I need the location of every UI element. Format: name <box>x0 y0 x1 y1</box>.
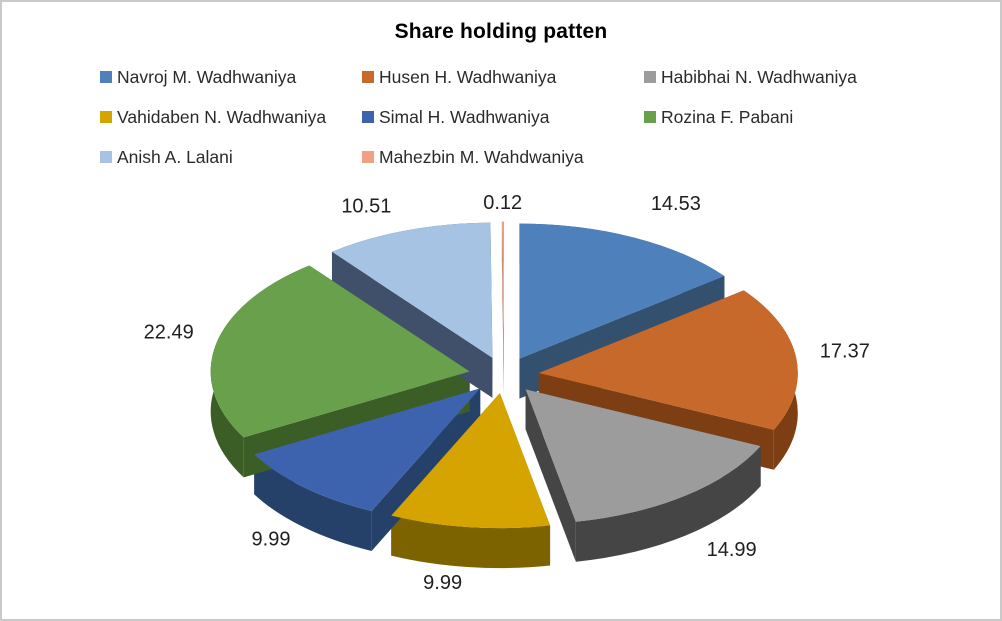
data-label-rozina-f-pabani: 22.49 <box>144 322 194 344</box>
legend-label: Navroj M. Wadhwaniya <box>117 66 297 87</box>
data-label-simal-h-wadhwaniya: 9.99 <box>252 528 291 550</box>
legend-item[interactable]: Anish A. Lalani <box>100 145 233 169</box>
pie-slice-rim-simal-h-wadhwaniya <box>254 454 372 551</box>
pie-tops-layer <box>210 221 798 529</box>
pie-slice-vahidaben-n-wadhwaniya[interactable] <box>391 393 551 529</box>
legend-swatch-icon <box>100 71 112 83</box>
legend-item[interactable]: Vahidaben N. Wadhwaniya <box>100 105 326 129</box>
pie-slice-side-habibhai-n-wadhwaniya <box>525 389 576 562</box>
data-label-husen-h-wadhwaniya: 17.37 <box>820 341 870 363</box>
pie-slice-rim-habibhai-n-wadhwaniya <box>575 446 761 562</box>
legend-swatch-icon <box>644 111 656 123</box>
legend-label: Vahidaben N. Wadhwaniya <box>117 106 327 127</box>
data-label-anish-a-lalani: 10.51 <box>341 196 391 218</box>
legend-label: Simal H. Wadhwaniya <box>379 106 550 127</box>
chart-legend: Navroj M. Wadhwaniya Husen H. Wadhwaniya H… <box>2 2 1000 182</box>
legend-item[interactable]: Habibhai N. Wadhwaniya <box>644 65 857 89</box>
data-label-navroj-m-wadhwaniya: 14.53 <box>651 193 701 215</box>
legend-label: Habibhai N. Wadhwaniya <box>661 66 857 87</box>
chart-title: Share holding patten <box>394 20 608 43</box>
pie-labels-layer: 14.53 17.37 14.99 9.99 9.99 22.49 10.51 0.12 <box>144 192 870 594</box>
pie-slice-husen-h-wadhwaniya[interactable] <box>538 290 798 430</box>
legend-item[interactable]: Simal H. Wadhwaniya <box>362 105 550 129</box>
pie-slice-navroj-m-wadhwaniya[interactable] <box>519 223 725 359</box>
pie-slice-simal-h-wadhwaniya[interactable] <box>254 388 481 511</box>
legend-item[interactable]: Mahezbin M. Wahdwaniya <box>362 145 584 169</box>
legend-swatch-icon <box>100 111 112 123</box>
legend-swatch-icon <box>100 151 112 163</box>
legend-item[interactable]: Navroj M. Wadhwaniya <box>100 65 296 89</box>
legend-swatch-icon <box>362 111 374 123</box>
pie-slice-habibhai-n-wadhwaniya[interactable] <box>525 389 761 522</box>
legend-label: Husen H. Wadhwaniya <box>379 66 557 87</box>
pie-slice-rozina-f-pabani[interactable] <box>210 265 470 438</box>
legend-swatch-icon <box>644 71 656 83</box>
data-label-habibhai-n-wadhwaniya: 14.99 <box>707 539 757 561</box>
data-label-mahezbin-m-wahdwaniya: 0.12 <box>483 192 522 214</box>
pie-slice-rim-vahidaben-n-wadhwaniya <box>391 515 551 569</box>
legend-swatch-icon <box>362 71 374 83</box>
legend-label: Rozina F. Pabani <box>661 106 794 127</box>
legend-item[interactable]: Rozina F. Pabani <box>644 105 793 129</box>
legend-label: Anish A. Lalani <box>117 146 233 167</box>
legend-label: Mahezbin M. Wahdwaniya <box>379 146 584 167</box>
legend-swatch-icon <box>362 151 374 163</box>
data-label-vahidaben-n-wadhwaniya: 9.99 <box>423 572 462 594</box>
pie-slice-side-mahezbin-m-wahdwaniya <box>501 221 504 397</box>
pie-slice-mahezbin-m-wahdwaniya[interactable] <box>501 221 504 357</box>
legend-item[interactable]: Husen H. Wadhwaniya <box>362 65 556 89</box>
pie-slice-anish-a-lalani[interactable] <box>331 222 493 358</box>
